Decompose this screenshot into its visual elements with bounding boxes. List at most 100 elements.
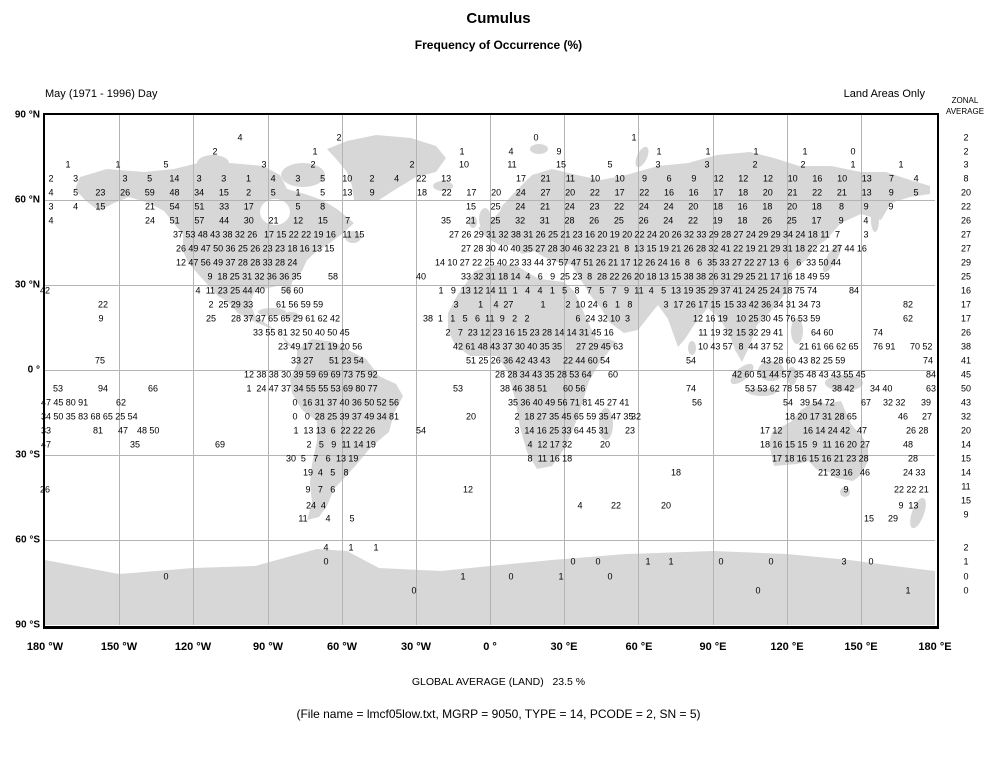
grid-value: 24 [795,229,806,240]
grid-value: 47 [117,425,129,436]
grid-value: 20 [762,187,773,198]
grid-value: 1 [373,542,379,553]
grid-value: 43 [527,355,538,366]
grid-value: 9 [556,146,562,157]
grid-value: 25 [547,229,558,240]
grid-value: 9 [624,285,630,296]
grid-value: 2 [208,299,214,310]
grid-value: 60 [744,369,755,380]
grid-value: 12 [632,257,643,268]
grid-value: 10 [447,257,458,268]
zonal-average-value: 2 [963,132,969,143]
grid-value: 59 [586,411,597,422]
grid-value: 1 [898,159,904,170]
grid-value: 23 [589,201,600,212]
grid-value: 43 [760,355,772,366]
grid-value: 35 [291,271,302,282]
grid-value: 33 [243,299,254,310]
grid-value: 1 [460,571,466,582]
grid-value: 34 [798,299,809,310]
grid-value: 44 [844,243,855,254]
grid-value: 22 [687,215,699,226]
grid-value: 37 [281,383,292,394]
grid-value: 12 [462,484,474,495]
grid-value: 60 [823,327,834,338]
grid-value: 31 [314,397,325,408]
grid-value: 66 [823,341,834,352]
grid-value: 4 [648,285,654,296]
grid-value: 59 [300,299,311,310]
grid-value: 74 [685,383,697,394]
grid-value: 44 [219,215,230,226]
grid-value: 20 [465,411,477,422]
grid-value: 54 [169,201,180,212]
grid-value: 23 [846,453,857,464]
grid-value: 57 [806,383,817,394]
zonal-average-value: 2 [963,146,969,157]
grid-value: 28 [507,369,518,380]
grid-value: 35 [549,411,560,422]
grid-value: 2 [524,313,530,324]
grid-value: 21 [608,257,619,268]
grid-value: 24 [585,313,596,324]
grid-value: 21 [787,187,798,198]
grid-value: 34 [773,299,784,310]
grid-value: 61 [305,313,316,324]
grid-value: 38 [422,313,434,324]
grid-value: 25 [822,355,833,366]
grid-value: 21 [609,243,620,254]
grid-value: 19 [683,285,694,296]
grid-value: 43 [830,369,841,380]
grid-value: 18 [646,271,657,282]
grid-value: 4 [237,132,243,143]
grid-value: 15 [797,439,808,450]
grid-value: 32 [882,397,894,408]
grid-value: 28 [274,257,285,268]
grid-value: 53 [744,383,756,394]
grid-value: 13 [312,243,323,254]
grid-value: 81 [277,327,288,338]
grid-value: 31 [485,271,496,282]
grid-value: 1 [549,285,555,296]
longitude-label: 120 °E [770,641,804,653]
grid-value: 32 [748,327,759,338]
grid-value: 27 [921,411,933,422]
grid-value: 35 [695,285,706,296]
grid-value: 53 [330,383,341,394]
grid-value: 20 [659,229,670,240]
grid-value: 28 [473,243,484,254]
grid-value: 31 [539,215,550,226]
grid-value: 15 [784,439,796,450]
latitude-gridline [45,200,935,201]
grid-value: 13 [303,425,314,436]
grid-value: 56 [575,383,586,394]
grid-value: 17 [466,187,477,198]
grid-value: 69 [330,369,341,380]
grid-value: 42 [515,355,526,366]
grid-value: 12 [243,369,255,380]
grid-value: 27 [832,243,843,254]
grid-value: 56 [280,285,292,296]
grid-value: 5 [163,159,169,170]
grid-value: 19 [302,467,314,478]
grid-value: 61 [811,341,822,352]
grid-value: 1 [705,146,711,157]
grid-value: 50 [53,411,64,422]
grid-value: 64 [573,425,584,436]
global-average-label: GLOBAL AVERAGE (LAND) 23.5 % [411,676,586,688]
zonal-header-line1: ZONAL [951,96,979,105]
grid-value: 25 [559,271,570,282]
grid-value: 56 [557,397,568,408]
island [825,375,863,391]
grid-value: 50 [364,397,375,408]
grid-value: 15 [863,513,875,524]
grid-value: 26 [638,215,649,226]
grid-value: 48 [197,229,208,240]
grid-value: 62 [902,313,914,324]
grid-value: 33 [696,229,707,240]
grid-value: 7 [317,484,323,495]
grid-value: 15 [465,201,477,212]
zonal-average-value: 1 [963,556,969,567]
grid-value: 1 [645,556,651,567]
grid-value: 1 [245,173,252,184]
